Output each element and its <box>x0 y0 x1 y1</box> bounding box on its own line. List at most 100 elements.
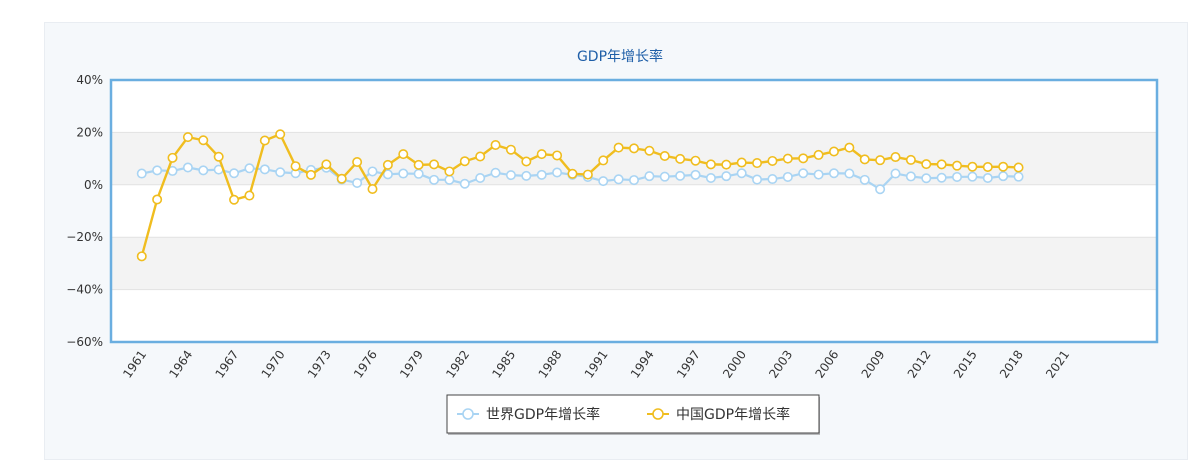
data-point-world[interactable] <box>628 175 639 186</box>
data-point-china[interactable] <box>244 190 255 201</box>
data-point-china[interactable] <box>1013 162 1024 173</box>
data-point-china[interactable] <box>613 142 624 153</box>
data-point-china[interactable] <box>229 194 240 205</box>
data-point-china[interactable] <box>152 194 163 205</box>
data-point-world[interactable] <box>136 168 147 179</box>
data-point-china[interactable] <box>659 150 670 161</box>
data-point-china[interactable] <box>752 158 763 169</box>
data-point-china[interactable] <box>275 129 286 140</box>
data-point-china[interactable] <box>967 161 978 172</box>
data-point-china[interactable] <box>167 152 178 163</box>
data-point-china[interactable] <box>598 155 609 166</box>
data-point-world[interactable] <box>890 168 901 179</box>
data-point-china[interactable] <box>875 155 886 166</box>
data-point-world[interactable] <box>859 174 870 185</box>
data-point-china[interactable] <box>182 132 193 143</box>
data-point-china[interactable] <box>321 159 332 170</box>
data-point-china[interactable] <box>952 160 963 171</box>
data-point-china[interactable] <box>352 157 363 168</box>
data-point-world[interactable] <box>936 172 947 183</box>
data-point-world[interactable] <box>736 168 747 179</box>
data-point-world[interactable] <box>198 165 209 176</box>
data-point-world[interactable] <box>413 168 424 179</box>
data-point-china[interactable] <box>259 135 270 146</box>
data-point-china[interactable] <box>444 166 455 177</box>
data-point-world[interactable] <box>675 170 686 181</box>
data-point-world[interactable] <box>705 172 716 183</box>
data-point-world[interactable] <box>382 169 393 180</box>
data-point-china[interactable] <box>505 144 516 155</box>
data-point-world[interactable] <box>598 176 609 187</box>
data-point-world[interactable] <box>182 162 193 173</box>
data-point-world[interactable] <box>905 171 916 182</box>
data-point-china[interactable] <box>552 150 563 161</box>
data-point-world[interactable] <box>152 165 163 176</box>
data-point-world[interactable] <box>982 172 993 183</box>
data-point-world[interactable] <box>921 173 932 184</box>
data-point-china[interactable] <box>567 168 578 179</box>
data-point-world[interactable] <box>613 174 624 185</box>
data-point-china[interactable] <box>782 153 793 164</box>
data-point-world[interactable] <box>813 169 824 180</box>
data-point-world[interactable] <box>475 172 486 183</box>
data-point-china[interactable] <box>429 159 440 170</box>
legend-item-world[interactable]: 世界GDP年增长率 <box>457 406 600 423</box>
data-point-world[interactable] <box>875 184 886 195</box>
data-point-china[interactable] <box>721 159 732 170</box>
data-point-china[interactable] <box>490 139 501 150</box>
data-point-china[interactable] <box>290 161 301 172</box>
data-point-world[interactable] <box>967 171 978 182</box>
data-point-world[interactable] <box>752 174 763 185</box>
data-point-world[interactable] <box>998 171 1009 182</box>
data-point-china[interactable] <box>936 159 947 170</box>
data-point-world[interactable] <box>367 166 378 177</box>
data-point-china[interactable] <box>475 151 486 162</box>
data-point-china[interactable] <box>675 153 686 164</box>
data-point-china[interactable] <box>413 159 424 170</box>
data-point-china[interactable] <box>398 149 409 160</box>
data-point-china[interactable] <box>536 149 547 160</box>
data-point-china[interactable] <box>213 151 224 162</box>
data-point-world[interactable] <box>798 168 809 179</box>
data-point-world[interactable] <box>259 164 270 175</box>
data-point-world[interactable] <box>844 168 855 179</box>
data-point-world[interactable] <box>444 174 455 185</box>
data-point-world[interactable] <box>659 171 670 182</box>
data-point-china[interactable] <box>582 169 593 180</box>
data-point-china[interactable] <box>136 251 147 262</box>
data-point-world[interactable] <box>536 169 547 180</box>
data-point-world[interactable] <box>459 178 470 189</box>
data-point-world[interactable] <box>721 171 732 182</box>
data-point-china[interactable] <box>382 159 393 170</box>
data-point-china[interactable] <box>798 153 809 164</box>
data-point-world[interactable] <box>490 167 501 178</box>
data-point-china[interactable] <box>644 145 655 156</box>
data-point-china[interactable] <box>859 154 870 165</box>
data-point-world[interactable] <box>429 174 440 185</box>
data-point-china[interactable] <box>367 183 378 194</box>
data-point-world[interactable] <box>398 168 409 179</box>
data-point-china[interactable] <box>459 156 470 167</box>
data-point-world[interactable] <box>275 167 286 178</box>
data-point-world[interactable] <box>767 174 778 185</box>
data-point-china[interactable] <box>890 152 901 163</box>
data-point-china[interactable] <box>198 135 209 146</box>
data-point-world[interactable] <box>521 170 532 181</box>
data-point-china[interactable] <box>767 155 778 166</box>
data-point-world[interactable] <box>690 169 701 180</box>
data-point-world[interactable] <box>552 167 563 178</box>
data-point-china[interactable] <box>336 173 347 184</box>
data-point-china[interactable] <box>305 169 316 180</box>
data-point-china[interactable] <box>998 161 1009 172</box>
data-point-china[interactable] <box>690 155 701 166</box>
data-point-world[interactable] <box>229 168 240 179</box>
data-point-china[interactable] <box>921 159 932 170</box>
data-point-world[interactable] <box>505 170 516 181</box>
data-point-world[interactable] <box>782 171 793 182</box>
legend[interactable]: 世界GDP年增长率 中国GDP年增长率 <box>446 394 820 435</box>
data-point-world[interactable] <box>352 177 363 188</box>
data-point-world[interactable] <box>1013 171 1024 182</box>
data-point-china[interactable] <box>982 161 993 172</box>
data-point-china[interactable] <box>844 142 855 153</box>
data-point-world[interactable] <box>952 171 963 182</box>
